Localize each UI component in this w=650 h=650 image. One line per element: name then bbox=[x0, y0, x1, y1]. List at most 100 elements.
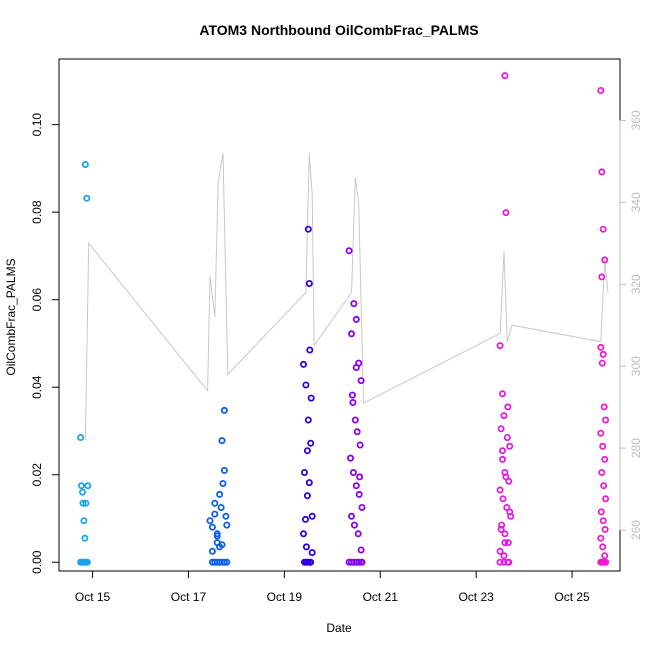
data-point bbox=[496, 486, 504, 494]
data-point bbox=[599, 225, 607, 233]
data-point bbox=[601, 256, 609, 264]
data-point bbox=[347, 512, 355, 520]
data-point bbox=[501, 72, 509, 80]
data-point bbox=[305, 479, 313, 487]
data-point bbox=[500, 558, 508, 566]
data-point bbox=[301, 515, 309, 523]
data-point bbox=[501, 539, 509, 547]
data-point bbox=[302, 543, 310, 551]
y-tick-label: 0.04 bbox=[30, 375, 44, 399]
data-point bbox=[213, 539, 221, 547]
data-point bbox=[208, 523, 216, 531]
data-point bbox=[306, 346, 314, 354]
y-tick-label: 0.10 bbox=[30, 113, 44, 137]
data-point bbox=[353, 428, 361, 436]
x-tick-label: Oct 19 bbox=[267, 590, 303, 604]
data-point bbox=[223, 521, 231, 529]
data-point bbox=[303, 447, 311, 455]
data-point bbox=[599, 517, 607, 525]
data-point bbox=[302, 381, 310, 389]
data-point bbox=[498, 390, 506, 398]
x-tick-label: Oct 17 bbox=[171, 590, 207, 604]
data-point bbox=[219, 479, 227, 487]
data-point bbox=[354, 530, 362, 538]
data-point bbox=[81, 534, 89, 542]
y2-tick-label: 340 bbox=[629, 192, 643, 212]
data-point bbox=[222, 512, 230, 520]
x-tick-label: Oct 25 bbox=[554, 590, 590, 604]
data-point bbox=[308, 549, 316, 557]
x-tick-label: Oct 21 bbox=[363, 590, 399, 604]
secondary-series-line bbox=[84, 153, 609, 440]
data-point bbox=[78, 482, 86, 490]
data-point bbox=[350, 521, 358, 529]
data-point bbox=[349, 468, 357, 476]
data-point bbox=[79, 488, 87, 496]
data-point bbox=[223, 558, 231, 566]
y2-tick-label: 360 bbox=[629, 110, 643, 130]
y2-tick-label: 320 bbox=[629, 274, 643, 294]
data-point bbox=[499, 495, 507, 503]
data-point bbox=[496, 342, 504, 350]
data-point bbox=[497, 525, 505, 533]
data-point bbox=[307, 394, 315, 402]
data-point bbox=[83, 194, 91, 202]
data-point bbox=[220, 466, 228, 474]
data-point bbox=[352, 363, 360, 371]
data-point bbox=[357, 377, 365, 385]
data-point bbox=[352, 482, 360, 490]
data-point bbox=[307, 439, 315, 447]
y2-tick-label: 280 bbox=[629, 438, 643, 458]
data-point bbox=[602, 416, 610, 424]
x-tick-label: Oct 23 bbox=[458, 590, 494, 604]
data-point bbox=[357, 558, 365, 566]
y2-axis: 260 280 300 320 340 360 bbox=[619, 110, 643, 540]
y-tick-label: 0.08 bbox=[30, 200, 44, 224]
data-point bbox=[598, 168, 606, 176]
data-point bbox=[498, 455, 506, 463]
data-point bbox=[349, 398, 357, 406]
data-point bbox=[504, 558, 512, 566]
data-point bbox=[299, 530, 307, 538]
data-point bbox=[501, 530, 509, 538]
data-point bbox=[597, 508, 605, 516]
data-point bbox=[300, 468, 308, 476]
data-point bbox=[80, 517, 88, 525]
data-point bbox=[308, 512, 316, 520]
data-point bbox=[83, 558, 91, 566]
data-point bbox=[355, 490, 363, 498]
data-point bbox=[217, 503, 225, 511]
data-point bbox=[597, 534, 605, 542]
data-point bbox=[597, 343, 605, 351]
data-point bbox=[601, 552, 609, 560]
data-point bbox=[351, 416, 359, 424]
points-layer bbox=[77, 72, 610, 566]
data-point bbox=[303, 492, 311, 500]
data-point bbox=[206, 517, 214, 525]
data-point bbox=[303, 558, 311, 566]
data-point bbox=[600, 482, 608, 490]
data-point bbox=[599, 350, 607, 358]
data-point bbox=[348, 391, 356, 399]
data-point bbox=[504, 403, 512, 411]
data-point bbox=[79, 499, 87, 507]
data-point bbox=[358, 503, 366, 511]
data-point bbox=[346, 454, 354, 462]
data-point bbox=[356, 473, 364, 481]
data-point bbox=[602, 558, 610, 566]
data-point bbox=[213, 530, 221, 538]
data-point bbox=[601, 455, 609, 463]
data-point bbox=[602, 495, 610, 503]
data-point bbox=[355, 558, 363, 566]
data-point bbox=[208, 547, 216, 555]
y-tick-label: 0.06 bbox=[30, 288, 44, 312]
data-point bbox=[496, 558, 504, 566]
secondary-series-layer bbox=[84, 153, 609, 440]
data-point bbox=[304, 225, 312, 233]
data-point bbox=[599, 442, 607, 450]
data-point bbox=[305, 279, 313, 287]
x-axis: Oct 15 Oct 17 Oct 19 Oct 21 Oct 23 Oct 25 bbox=[75, 570, 590, 604]
data-point bbox=[299, 360, 307, 368]
y-axis: 0.00 0.02 0.04 0.06 0.08 0.10 bbox=[30, 113, 60, 574]
data-point bbox=[304, 416, 312, 424]
